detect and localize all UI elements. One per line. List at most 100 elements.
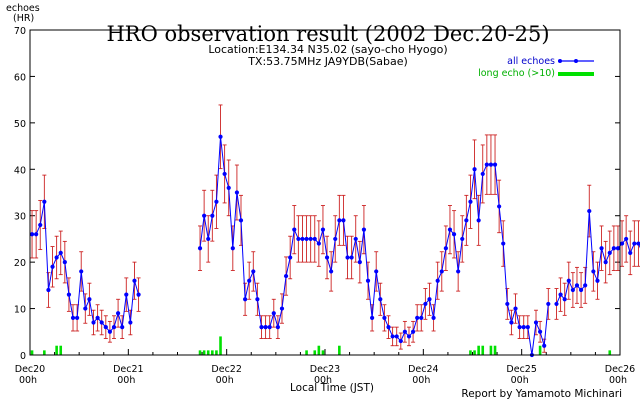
legend-marker-all-echoes-left xyxy=(558,59,562,63)
all-echoes-point xyxy=(542,343,547,348)
all-echoes-point xyxy=(120,325,125,330)
all-echoes-point xyxy=(29,232,35,237)
legend-marker-all-echoes-right xyxy=(574,59,578,63)
all-echoes-point xyxy=(624,236,629,242)
y-tick-label: 0 xyxy=(20,351,26,362)
all-echoes-point xyxy=(62,260,67,265)
all-echoes-point xyxy=(296,236,301,242)
all-echoes-point xyxy=(46,287,51,293)
all-echoes-point xyxy=(42,199,47,204)
all-echoes-point xyxy=(91,320,96,325)
all-echoes-point xyxy=(443,246,448,251)
all-echoes-point xyxy=(398,338,403,344)
x-tick-label: Dec25 xyxy=(506,364,536,375)
all-echoes-point xyxy=(632,241,637,246)
all-echoes-point xyxy=(320,227,326,232)
all-echoes-point xyxy=(70,315,76,320)
long-echo-bar xyxy=(489,345,493,355)
all-echoes-point xyxy=(390,334,395,339)
all-echoes-point xyxy=(329,269,334,274)
all-echoes-point xyxy=(304,236,309,242)
y-tick-label: 60 xyxy=(14,72,26,83)
legend-label-long-echo: long echo (>10) xyxy=(478,68,555,79)
x-tick-sublabel: 00h xyxy=(412,375,430,386)
all-echoes-point xyxy=(595,278,600,283)
all-echoes-point xyxy=(574,283,580,288)
all-echoes-point xyxy=(406,334,412,339)
all-echoes-point xyxy=(533,320,539,325)
all-echoes-point xyxy=(386,325,391,330)
x-tick-label: Dec20 xyxy=(15,364,45,375)
y-tick-label: 70 xyxy=(14,26,26,37)
all-echoes-point xyxy=(607,250,612,255)
all-echoes-point xyxy=(226,185,231,190)
all-echoes-point xyxy=(558,292,563,297)
all-echoes-point xyxy=(218,134,223,139)
all-echoes-point xyxy=(636,241,640,246)
long-echo-bar xyxy=(538,345,542,355)
x-tick-sublabel: 00h xyxy=(117,375,135,386)
all-echoes-point xyxy=(124,292,129,297)
chart-title: HRO observation result (2002 Dec.20-25) xyxy=(106,22,549,46)
all-echoes-point xyxy=(435,278,440,283)
legend-label-all-echoes: all echoes xyxy=(507,56,555,67)
all-echoes-point xyxy=(288,255,293,260)
all-echoes-point xyxy=(210,213,215,218)
all-echoes-point xyxy=(251,269,256,274)
all-echoes-point xyxy=(345,255,350,260)
all-echoes-point xyxy=(75,315,80,320)
all-echoes-point xyxy=(468,199,473,204)
credit-text: Report by Yamamoto Michinari xyxy=(461,388,622,400)
long-echo-bar xyxy=(305,350,308,355)
long-echo-bar xyxy=(215,350,218,355)
long-echo-bars xyxy=(30,336,612,355)
all-echoes-point xyxy=(79,269,84,274)
all-echoes-point xyxy=(451,232,457,237)
all-echoes-point xyxy=(136,292,141,297)
all-echoes-point xyxy=(324,255,330,260)
all-echoes-point xyxy=(447,227,453,232)
all-echoes-point xyxy=(275,325,280,330)
all-echoes-point xyxy=(243,297,248,302)
all-echoes-point xyxy=(538,329,543,334)
legend-swatch-long-echo xyxy=(558,72,594,76)
all-echoes-point xyxy=(419,315,424,320)
x-tick-label: Dec23 xyxy=(310,364,340,375)
all-echoes-point xyxy=(255,297,260,302)
x-tick-sublabel: 00h xyxy=(19,375,37,386)
all-echoes-point xyxy=(370,315,375,320)
all-echoes-point xyxy=(308,236,313,242)
long-echo-bar xyxy=(469,350,472,355)
all-echoes-point xyxy=(570,287,575,293)
all-echoes-point xyxy=(230,246,235,251)
x-tick-label: Dec21 xyxy=(113,364,143,375)
long-echo-bar xyxy=(211,350,214,355)
all-echoes-point xyxy=(382,315,387,320)
x-tick-sublabel: 00h xyxy=(314,375,332,386)
all-echoes-point xyxy=(546,301,551,307)
all-echoes-point xyxy=(619,241,625,246)
all-echoes-point xyxy=(214,199,219,204)
chart-subtitle-transmitter: TX:53.75MHz JA9YDB(Sabae) xyxy=(247,55,408,68)
all-echoes-point xyxy=(497,204,502,209)
all-echoes-point xyxy=(316,241,321,246)
y-axis-label-line2: (HR) xyxy=(13,13,34,24)
all-echoes-point xyxy=(509,320,514,325)
all-echoes-point xyxy=(628,250,633,255)
all-echoes-point xyxy=(566,278,571,283)
y-axis-label-line1: echoes xyxy=(6,3,40,14)
x-tick-label: Dec26 xyxy=(605,364,635,375)
all-echoes-point xyxy=(410,329,416,334)
all-echoes-point xyxy=(115,311,121,316)
all-echoes-point xyxy=(599,246,604,251)
all-echoes-point xyxy=(349,255,354,260)
long-echo-bar xyxy=(313,350,317,355)
all-echoes-point xyxy=(521,325,526,330)
all-echoes-point xyxy=(234,190,240,195)
all-echoes-point xyxy=(423,301,428,307)
all-echoes-point xyxy=(615,246,621,251)
all-echoes-point xyxy=(554,301,559,307)
all-echoes-point xyxy=(38,222,43,228)
x-tick-sublabel: 00h xyxy=(216,375,234,386)
